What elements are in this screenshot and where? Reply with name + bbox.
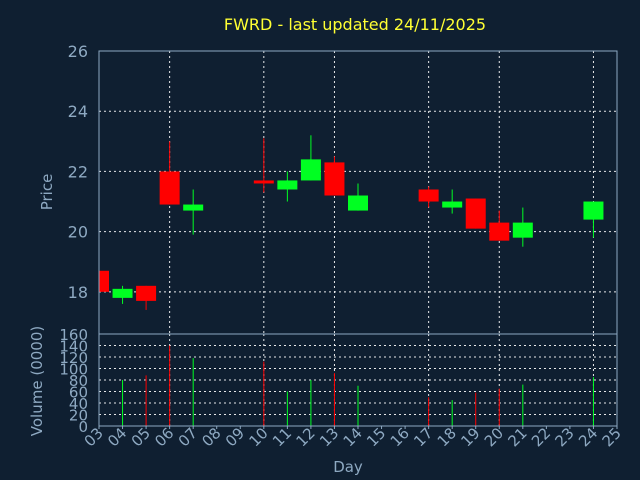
price-tick-label: 22: [68, 162, 88, 181]
x-tick-label: 23: [552, 424, 578, 450]
candle-body: [512, 222, 533, 238]
candle-body: [324, 162, 345, 196]
volume-bars: [122, 345, 594, 426]
candle-body: [300, 159, 321, 181]
x-tick-label: 19: [457, 424, 483, 450]
x-tick-label: 18: [434, 424, 460, 450]
volume-tick-label: 160: [59, 326, 88, 344]
price-tick-label: 18: [68, 283, 88, 302]
x-tick-label: 16: [387, 424, 413, 450]
candle-body: [99, 270, 109, 292]
volume-tick-label: 20: [69, 407, 88, 425]
x-tick-label: 05: [128, 424, 154, 450]
grid-lines: [99, 51, 617, 426]
x-tick-label: 21: [504, 424, 530, 450]
x-tick-label: 14: [340, 424, 366, 450]
volume-tick-label: 140: [59, 338, 88, 356]
x-tick-label: 09: [222, 424, 248, 450]
x-tick-label: 11: [269, 424, 295, 450]
price-tick-label: 24: [68, 102, 88, 121]
volume-tick-label: 0: [78, 418, 88, 436]
candle-body: [277, 180, 298, 190]
price-tick-label: 20: [68, 223, 88, 242]
x-tick-label: 07: [175, 424, 201, 450]
candle-body: [159, 171, 180, 205]
volume-tick-label: 100: [59, 361, 88, 379]
volume-tick-label: 60: [69, 384, 88, 402]
volume-axis-label: Volume (0000): [28, 326, 46, 436]
volume-tick-label: 120: [59, 349, 88, 367]
candles: [98, 135, 604, 310]
candle-body: [112, 288, 133, 298]
volume-tick-label: 40: [69, 395, 88, 413]
x-axis-label: Day: [333, 458, 363, 476]
candle-body: [489, 222, 510, 241]
volume-tick-label: 80: [69, 372, 88, 390]
candle-body: [183, 204, 204, 211]
chart-title: FWRD - last updated 24/11/2025: [224, 15, 486, 34]
x-tick-label: 20: [481, 424, 507, 450]
candle-body: [348, 195, 368, 211]
x-tick-label: 08: [198, 424, 224, 450]
x-tick-label: 22: [528, 424, 554, 450]
candle-body: [442, 201, 463, 208]
candle-body: [465, 198, 486, 229]
x-tick-label: 24: [575, 424, 601, 450]
price-axis-label: Price: [38, 174, 56, 211]
x-tick-label: 04: [104, 424, 130, 450]
x-tick-label: 17: [410, 424, 436, 450]
candle-body: [418, 189, 439, 202]
price-tick-label: 26: [68, 42, 88, 61]
x-tick-label: 12: [293, 424, 319, 450]
plot-frames: [98, 50, 618, 427]
candle-body: [253, 180, 274, 184]
tick-labels: 1820222426020406080100120140160030405060…: [59, 42, 624, 450]
x-tick-label: 13: [316, 424, 342, 450]
x-tick-label: 15: [363, 424, 389, 450]
volume-plot-frame: [98, 333, 618, 427]
x-tick-label: 25: [599, 424, 625, 450]
x-tick-label: 06: [151, 424, 177, 450]
candle-body: [136, 285, 157, 301]
candle-body: [583, 201, 604, 220]
x-tick-label: 10: [245, 424, 271, 450]
